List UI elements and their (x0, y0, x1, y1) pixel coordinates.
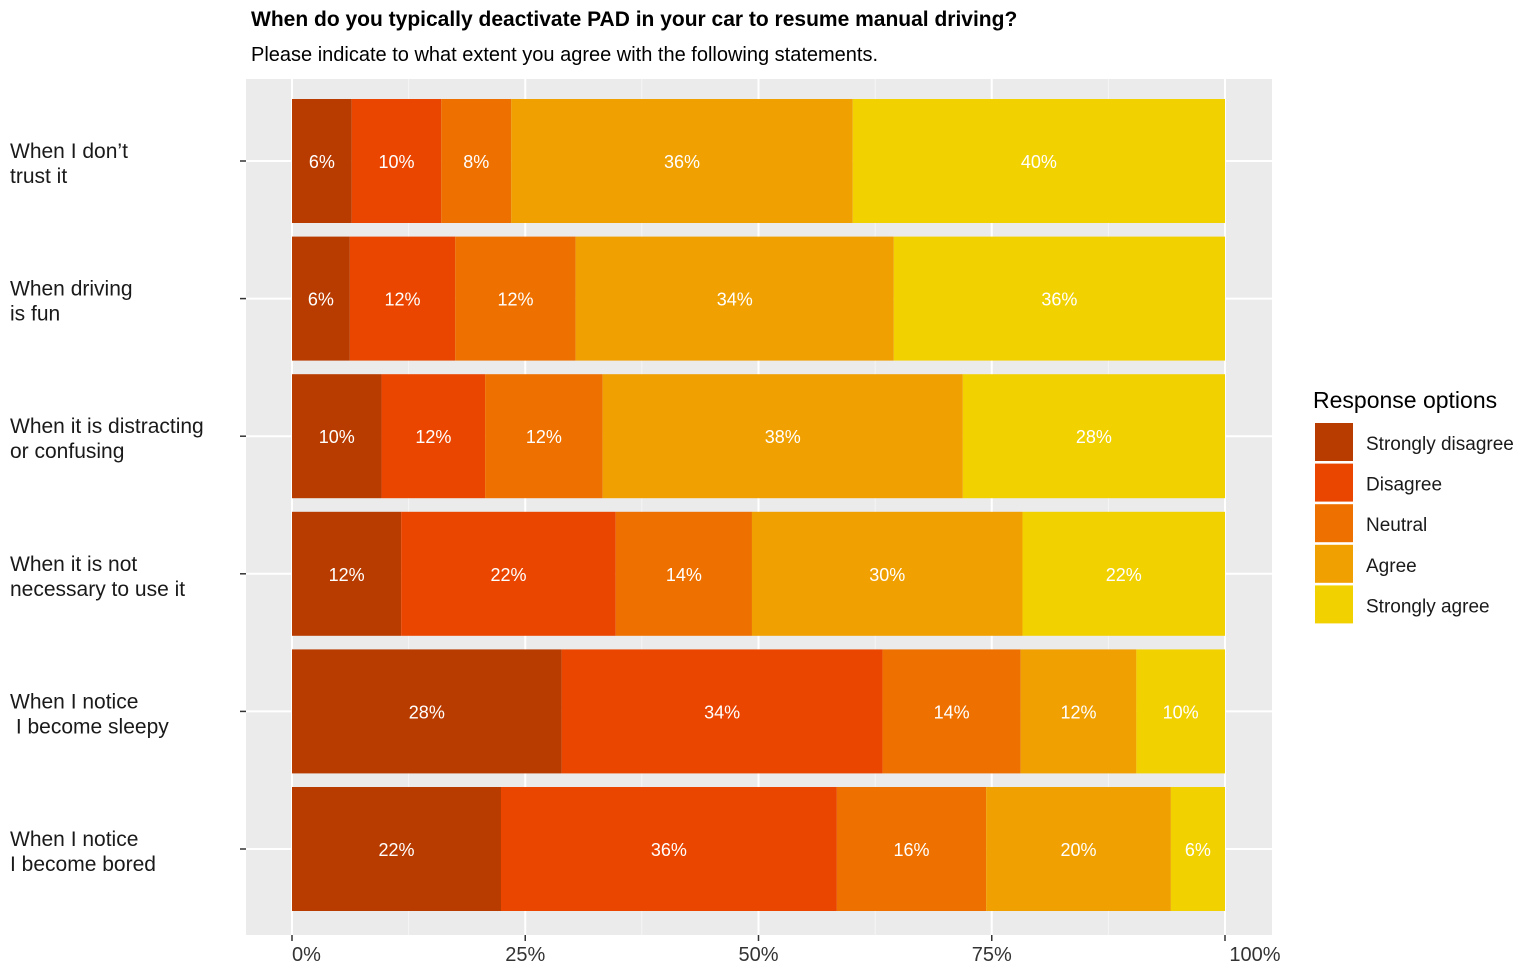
data-label: 36% (651, 840, 687, 860)
category-axis: When I don’t trust it When driving is fun Wh… (10, 140, 246, 876)
bar-segment (1170, 787, 1225, 911)
data-label: 10% (319, 427, 355, 447)
data-label: 14% (934, 702, 970, 722)
bar-segment (602, 374, 963, 499)
data-label: 28% (1076, 427, 1112, 447)
bar-segment (1136, 649, 1225, 774)
data-label: 12% (385, 290, 421, 310)
legend-swatch (1315, 544, 1353, 583)
bar-segment (401, 511, 616, 636)
bar-segment (292, 511, 402, 636)
legend-swatch (1315, 585, 1353, 624)
data-label: 30% (869, 565, 905, 585)
legend: Response options Strongly disagree Disagr… (1313, 387, 1514, 624)
bar-segment (381, 374, 486, 499)
bar-segment (455, 236, 576, 361)
data-label: 34% (717, 290, 753, 310)
bar-segment (500, 787, 837, 911)
data-label: 12% (1061, 702, 1097, 722)
value-axis: 0% 25% 50% 75% 100% (291, 935, 1281, 966)
bar-segment (349, 236, 456, 361)
bar-segment (292, 374, 382, 499)
bar-segment (882, 649, 1021, 774)
chart-subtitle: Please indicate to what extent you agree… (251, 44, 878, 66)
data-label: 16% (893, 840, 929, 860)
data-label: 8% (463, 152, 489, 172)
bar-segment (292, 787, 501, 911)
data-label: 12% (497, 290, 533, 310)
data-label: 38% (765, 427, 801, 447)
legend-label: Disagree (1366, 475, 1442, 496)
category-label: When I notice I become bored (10, 828, 156, 876)
x-tick-label: 50% (738, 944, 778, 966)
category-label: When driving is fun (10, 278, 133, 326)
data-label: 22% (378, 840, 414, 860)
data-label: 6% (308, 290, 334, 310)
bar-segment (1020, 649, 1137, 774)
x-tick-label: 75% (972, 944, 1012, 966)
bar-segment (485, 374, 603, 499)
data-label: 12% (415, 427, 451, 447)
bar-segment (441, 99, 512, 223)
data-label: 10% (378, 152, 414, 172)
bar-segment (292, 99, 352, 223)
category-label: When I don’t trust it (10, 140, 128, 188)
bar-segment (962, 374, 1225, 499)
bar-segment (893, 236, 1225, 361)
data-label: 10% (1163, 702, 1199, 722)
legend-label: Strongly agree (1366, 596, 1490, 617)
data-label: 36% (1041, 290, 1077, 310)
category-label: When it is distracting or confusing (10, 415, 204, 463)
legend-swatch (1315, 463, 1353, 502)
bar-segment (751, 511, 1023, 636)
data-label: 34% (704, 702, 740, 722)
bar-segment (351, 99, 442, 223)
data-label: 14% (666, 565, 702, 585)
data-label: 22% (490, 565, 526, 585)
data-label: 36% (664, 152, 700, 172)
x-tick-label: 0% (292, 944, 321, 966)
legend-label: Neutral (1366, 515, 1427, 536)
data-label: 6% (1185, 840, 1211, 860)
bar-segment (986, 787, 1171, 911)
bar-segment (292, 649, 562, 774)
bar-segment (575, 236, 894, 361)
category-label: When it is not necessary to use it (10, 553, 185, 601)
chart-title: When do you typically deactivate PAD in … (251, 8, 1017, 31)
category-label: When I notice I become sleepy (10, 690, 169, 738)
legend-title: Response options (1313, 387, 1497, 413)
legend-label: Agree (1366, 556, 1417, 577)
bar-segment (615, 511, 752, 636)
data-label: 12% (329, 565, 365, 585)
data-label: 28% (409, 702, 445, 722)
data-label: 12% (526, 427, 562, 447)
bar-segment (511, 99, 853, 223)
legend-swatch (1315, 504, 1353, 543)
data-label: 40% (1021, 152, 1057, 172)
x-tick-label: 100% (1229, 944, 1280, 966)
data-label: 22% (1106, 565, 1142, 585)
x-tick-label: 25% (505, 944, 545, 966)
legend-swatch (1315, 423, 1353, 461)
legend-label: Strongly disagree (1366, 434, 1514, 455)
bar-segment (852, 99, 1225, 223)
data-label: 20% (1061, 840, 1097, 860)
bars: 6% 10% 8% 36% 40% 6% 12% 12% 34% 36% 10% 12% 12% 38% 2… (292, 99, 1225, 911)
bar-segment (1022, 511, 1225, 636)
bar-segment (836, 787, 987, 911)
bar-segment (561, 649, 883, 774)
data-label: 6% (309, 152, 335, 172)
bar-segment (292, 236, 350, 361)
